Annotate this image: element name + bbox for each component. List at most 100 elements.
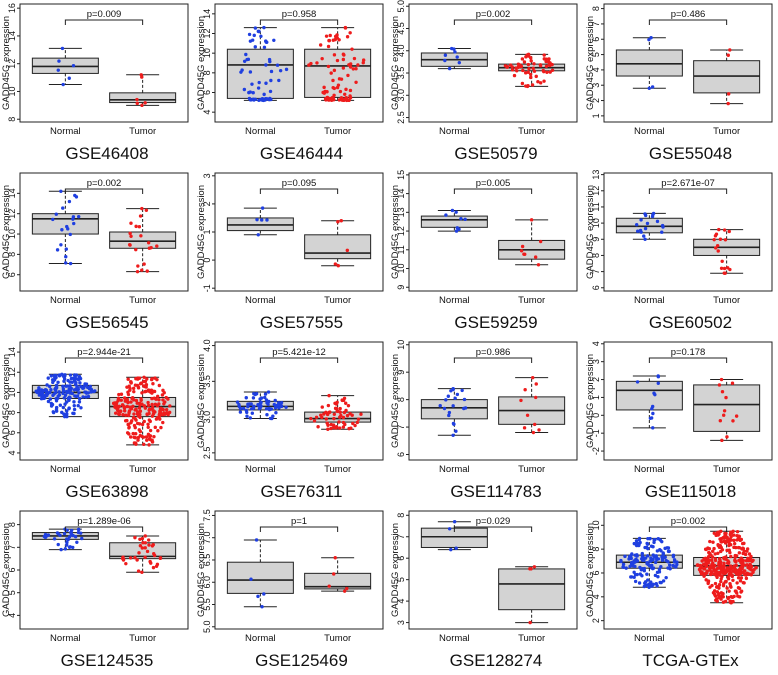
data-point <box>248 70 252 74</box>
data-point <box>718 579 722 584</box>
data-point <box>67 545 72 549</box>
data-point <box>57 374 62 378</box>
y-tick-label: 7 <box>591 21 601 26</box>
data-point <box>134 431 138 436</box>
p-value-label: p=0.958 <box>281 9 316 20</box>
data-point <box>715 243 719 248</box>
data-point <box>284 67 288 72</box>
y-tick-label: 5.0 <box>396 0 406 12</box>
data-point <box>139 234 143 238</box>
data-point <box>650 213 655 217</box>
data-point <box>145 377 149 381</box>
data-point <box>719 438 724 443</box>
data-point <box>660 555 664 559</box>
data-point <box>730 419 735 423</box>
data-point <box>146 422 150 427</box>
data-point <box>63 547 68 551</box>
data-point <box>150 377 154 381</box>
y-tick-label: 8 <box>7 117 17 122</box>
data-point <box>532 69 537 73</box>
data-point <box>522 252 526 256</box>
data-point <box>645 221 649 226</box>
data-point <box>723 531 728 536</box>
data-point <box>135 401 139 405</box>
data-point <box>341 398 345 403</box>
x-tick-label: Tumor <box>324 633 351 644</box>
data-point <box>77 397 82 401</box>
data-point <box>320 90 325 95</box>
y-tick-label: 12 <box>7 209 17 219</box>
data-point <box>731 533 735 537</box>
data-point <box>351 67 355 71</box>
data-point <box>137 376 142 380</box>
data-point <box>712 552 717 556</box>
data-point <box>637 537 641 542</box>
iqr-box <box>303 572 371 590</box>
data-point <box>67 199 72 204</box>
data-point <box>738 579 742 583</box>
data-point <box>326 584 331 588</box>
data-point <box>348 426 353 430</box>
data-point <box>63 373 67 377</box>
data-point <box>148 390 153 394</box>
data-point <box>701 557 706 561</box>
data-point <box>118 409 123 414</box>
data-point <box>328 71 333 75</box>
data-point <box>341 415 345 420</box>
data-point <box>51 380 55 385</box>
y-tick-label: -1 <box>591 429 601 437</box>
data-point <box>721 600 725 604</box>
data-point <box>133 555 137 560</box>
normal-box <box>420 520 488 552</box>
data-point <box>327 38 331 43</box>
y-axis-title: GADD45G expression <box>390 354 401 448</box>
data-point <box>262 395 266 400</box>
x-tick-label: Tumor <box>129 464 156 475</box>
data-point <box>147 411 151 416</box>
data-point <box>134 398 139 403</box>
y-tick-label: 5.0 <box>202 621 212 634</box>
data-point <box>732 541 736 546</box>
data-point <box>660 225 665 229</box>
data-point <box>140 391 144 395</box>
boxplot-panel: 2 4 6 8 10 GADD45G expression Normal Tumor p=0.0… <box>584 507 778 675</box>
data-point <box>452 47 456 51</box>
data-point <box>324 90 329 94</box>
data-point <box>144 389 148 394</box>
data-point <box>652 392 657 397</box>
normal-box <box>615 36 683 90</box>
data-point <box>268 78 273 83</box>
data-point <box>145 438 149 442</box>
data-point <box>152 553 157 558</box>
data-point <box>78 381 82 385</box>
data-point <box>644 572 649 576</box>
normal-box <box>420 386 488 438</box>
y-tick-label: 4 <box>396 599 406 604</box>
data-point <box>653 573 657 578</box>
data-point <box>522 426 527 430</box>
data-point <box>123 419 128 423</box>
data-point <box>739 537 743 542</box>
data-point <box>633 579 637 584</box>
y-tick-label: 6 <box>591 285 601 290</box>
data-point <box>246 90 251 95</box>
data-point <box>143 379 148 384</box>
y-tick-label: 13 <box>591 170 601 180</box>
data-point <box>142 442 146 447</box>
data-point <box>65 412 69 416</box>
p-value-label: p=0.178 <box>670 347 705 358</box>
data-point <box>712 592 716 596</box>
p-value-label: p=0.095 <box>281 178 316 189</box>
data-point <box>283 405 288 409</box>
data-point <box>707 539 712 544</box>
data-point <box>326 64 330 69</box>
data-point <box>660 551 665 555</box>
data-point <box>727 229 731 234</box>
data-point <box>330 95 334 100</box>
data-point <box>505 65 510 69</box>
data-point <box>719 266 723 270</box>
data-point <box>723 541 727 545</box>
data-point <box>716 586 721 590</box>
iqr-box <box>420 399 488 420</box>
boxplot-panel: 5.0 5.5 6.0 6.5 7.0 7.5 GADD45G expression Norm… <box>195 507 389 675</box>
